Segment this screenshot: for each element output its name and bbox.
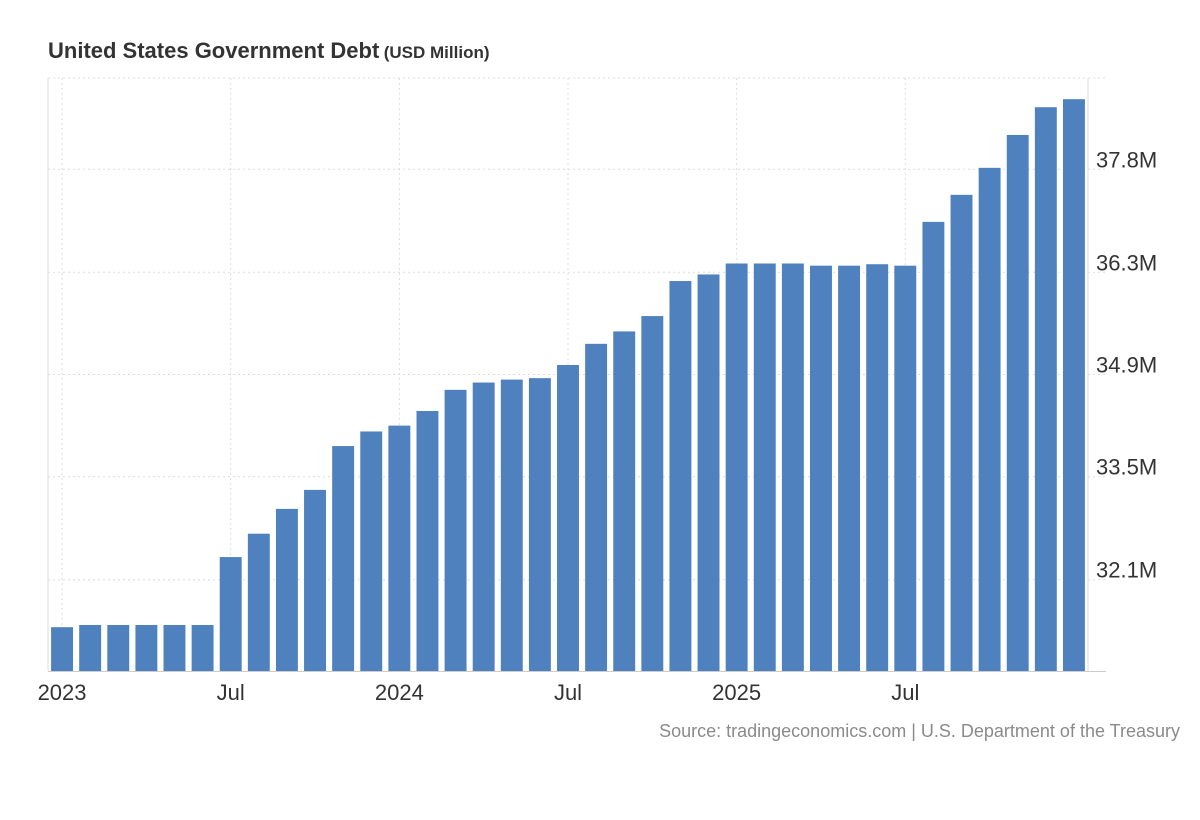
bar <box>416 411 439 671</box>
bar <box>163 624 186 671</box>
x-tick-label: 2024 <box>375 680 424 705</box>
bar <box>585 343 608 671</box>
bar <box>500 379 523 671</box>
bar <box>219 557 242 671</box>
bar <box>107 624 130 671</box>
x-tick-label: Jul <box>891 680 919 705</box>
bar <box>51 627 74 671</box>
axis-layer: 32.1M 33.5M 34.9M 36.3M 37.8M 2023 Jul 2024 Jul 2… <box>38 147 1158 705</box>
bar <box>810 265 832 671</box>
x-tick-label: 2023 <box>38 680 87 705</box>
y-tick-label: 33.5M <box>1096 455 1157 480</box>
bar <box>725 263 748 671</box>
y-tick-label: 34.9M <box>1096 353 1157 378</box>
bar <box>79 624 102 671</box>
bar <box>528 378 551 671</box>
bar <box>866 264 889 671</box>
x-tick-label: Jul <box>217 680 245 705</box>
bar <box>557 365 579 671</box>
bar <box>613 331 636 671</box>
bar <box>1006 134 1029 671</box>
bar <box>978 167 1001 671</box>
bar <box>388 425 411 671</box>
bar <box>641 316 664 671</box>
bar <box>444 389 467 671</box>
bar <box>697 274 720 671</box>
bar <box>753 263 776 671</box>
x-tick-label: 2025 <box>712 680 761 705</box>
chart-unit: (USD Million) <box>383 43 490 62</box>
bar <box>922 221 945 671</box>
bar <box>950 194 973 671</box>
chart-title: United States Government Debt <box>48 38 380 63</box>
x-tick-label: Jul <box>554 680 582 705</box>
y-tick-label: 32.1M <box>1096 558 1157 583</box>
bar <box>332 446 355 671</box>
y-tick-label: 36.3M <box>1096 250 1157 275</box>
source-note: Source: tradingeconomics.com | U.S. Depa… <box>659 721 1180 741</box>
bar-layer <box>51 99 1085 672</box>
bar <box>472 382 495 671</box>
bar <box>275 508 298 671</box>
y-tick-label: 37.8M <box>1096 147 1157 172</box>
bar <box>894 265 917 671</box>
bar <box>1034 107 1057 672</box>
bar <box>360 431 383 671</box>
bar <box>304 489 326 671</box>
bar <box>191 624 214 671</box>
bar <box>781 263 804 671</box>
bar <box>1062 99 1085 671</box>
bar <box>135 624 158 671</box>
chart-title-row: United States Government Debt (USD Milli… <box>48 38 490 64</box>
bar <box>669 281 692 671</box>
bar <box>838 265 861 671</box>
bar <box>247 533 270 671</box>
